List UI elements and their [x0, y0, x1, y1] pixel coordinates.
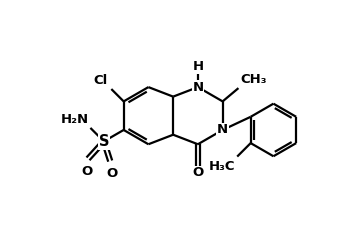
- Text: H₂N: H₂N: [61, 113, 89, 126]
- Text: N: N: [217, 124, 228, 136]
- Text: O: O: [82, 164, 93, 178]
- Text: H₃C: H₃C: [209, 160, 236, 173]
- Text: CH₃: CH₃: [240, 73, 266, 86]
- Text: S: S: [99, 134, 109, 149]
- Text: H: H: [192, 60, 204, 73]
- Text: O: O: [192, 166, 204, 179]
- Text: O: O: [106, 167, 117, 180]
- Text: N: N: [192, 81, 204, 94]
- Text: Cl: Cl: [93, 74, 107, 88]
